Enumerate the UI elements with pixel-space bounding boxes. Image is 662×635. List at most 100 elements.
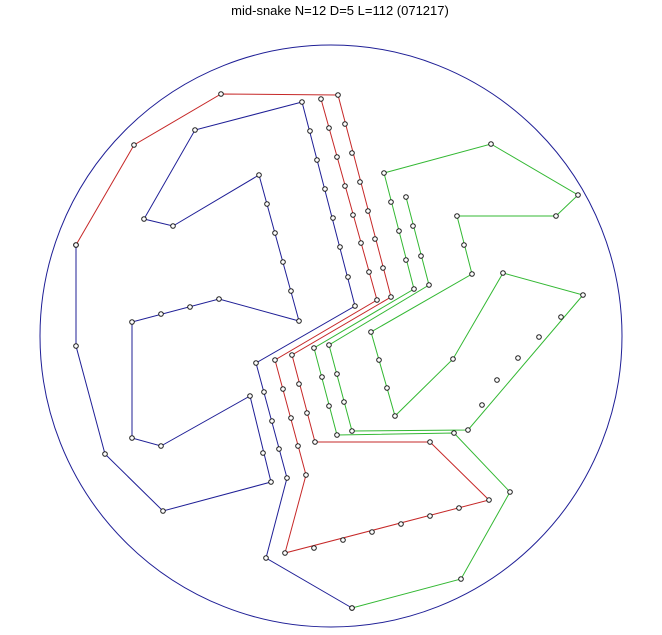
node-marker	[268, 479, 274, 485]
boundary-circle	[39, 44, 623, 628]
node-marker	[366, 269, 372, 275]
plot-title: mid-snake N=12 D=5 L=112 (071217)	[231, 3, 449, 18]
node-marker	[410, 223, 416, 229]
node-marker	[129, 435, 135, 441]
node-marker	[465, 427, 471, 433]
node-marker	[536, 334, 542, 340]
node-marker	[312, 439, 318, 445]
node-marker	[515, 355, 521, 361]
node-marker	[263, 555, 269, 561]
snake-section-red-markers	[73, 91, 492, 556]
node-marker	[334, 154, 340, 160]
node-marker	[218, 91, 224, 97]
node-marker	[326, 403, 332, 409]
node-marker	[349, 428, 355, 434]
node-marker	[260, 450, 266, 456]
node-marker	[326, 342, 332, 348]
node-marker	[289, 352, 295, 358]
node-marker	[337, 244, 343, 250]
node-marker	[342, 183, 348, 189]
node-marker	[558, 314, 564, 320]
node-marker	[456, 505, 462, 511]
node-marker	[418, 253, 424, 259]
node-marker	[276, 446, 282, 452]
node-marker	[295, 443, 301, 449]
node-marker	[349, 150, 355, 156]
node-marker	[311, 345, 317, 351]
node-marker	[280, 386, 286, 392]
node-marker	[131, 142, 137, 148]
node-marker	[580, 292, 586, 298]
node-marker	[427, 513, 433, 519]
node-marker	[403, 257, 409, 263]
node-marker	[318, 96, 324, 102]
node-marker	[264, 201, 270, 207]
node-marker	[392, 413, 398, 419]
node-marker	[340, 537, 346, 543]
node-marker	[488, 141, 494, 147]
node-marker	[368, 329, 374, 335]
node-marker	[341, 399, 347, 405]
node-marker	[553, 213, 559, 219]
node-marker	[319, 374, 325, 380]
node-marker	[158, 443, 164, 449]
node-marker	[388, 294, 394, 300]
node-marker	[372, 236, 378, 242]
node-marker	[469, 271, 475, 277]
node-marker	[507, 489, 513, 495]
node-marker	[326, 125, 332, 131]
node-marker	[247, 393, 253, 399]
node-marker	[296, 318, 302, 324]
node-marker	[311, 545, 317, 551]
node-marker	[358, 240, 364, 246]
node-marker	[500, 270, 506, 276]
node-marker	[253, 360, 259, 366]
node-marker	[192, 127, 198, 133]
node-marker	[288, 415, 294, 421]
node-marker	[334, 432, 340, 438]
node-marker	[303, 472, 309, 478]
node-marker	[458, 576, 464, 582]
snake-section-blue-markers	[73, 99, 358, 611]
node-marker	[314, 157, 320, 163]
node-marker	[73, 343, 79, 349]
node-marker	[342, 121, 348, 127]
node-marker	[345, 274, 351, 280]
snake-section-green-markers	[311, 141, 586, 611]
node-marker	[322, 186, 328, 192]
node-marker	[272, 357, 278, 363]
node-marker	[403, 194, 409, 200]
node-marker	[170, 223, 176, 229]
node-marker	[427, 439, 433, 445]
node-marker	[187, 304, 193, 310]
node-marker	[158, 311, 164, 317]
snake-section-red-path	[75, 93, 490, 554]
node-marker	[357, 179, 363, 185]
node-marker	[141, 216, 147, 222]
node-marker	[411, 286, 417, 292]
node-marker	[388, 199, 394, 205]
plot-root	[39, 44, 623, 628]
node-marker	[335, 92, 341, 98]
node-marker	[256, 172, 262, 178]
node-marker	[374, 297, 380, 303]
node-marker	[450, 356, 456, 362]
node-marker	[261, 389, 267, 395]
node-marker	[381, 170, 387, 176]
node-marker	[330, 215, 336, 221]
node-marker	[451, 430, 457, 436]
node-marker	[494, 377, 500, 383]
node-marker	[284, 475, 290, 481]
node-marker	[349, 605, 355, 611]
node-marker	[461, 242, 467, 248]
node-marker	[426, 282, 432, 288]
node-marker	[129, 319, 135, 325]
node-marker	[376, 357, 382, 363]
node-marker	[307, 128, 313, 134]
node-marker	[304, 410, 310, 416]
node-marker	[380, 265, 386, 271]
node-marker	[272, 230, 278, 236]
node-marker	[352, 303, 358, 309]
node-marker	[369, 529, 375, 535]
